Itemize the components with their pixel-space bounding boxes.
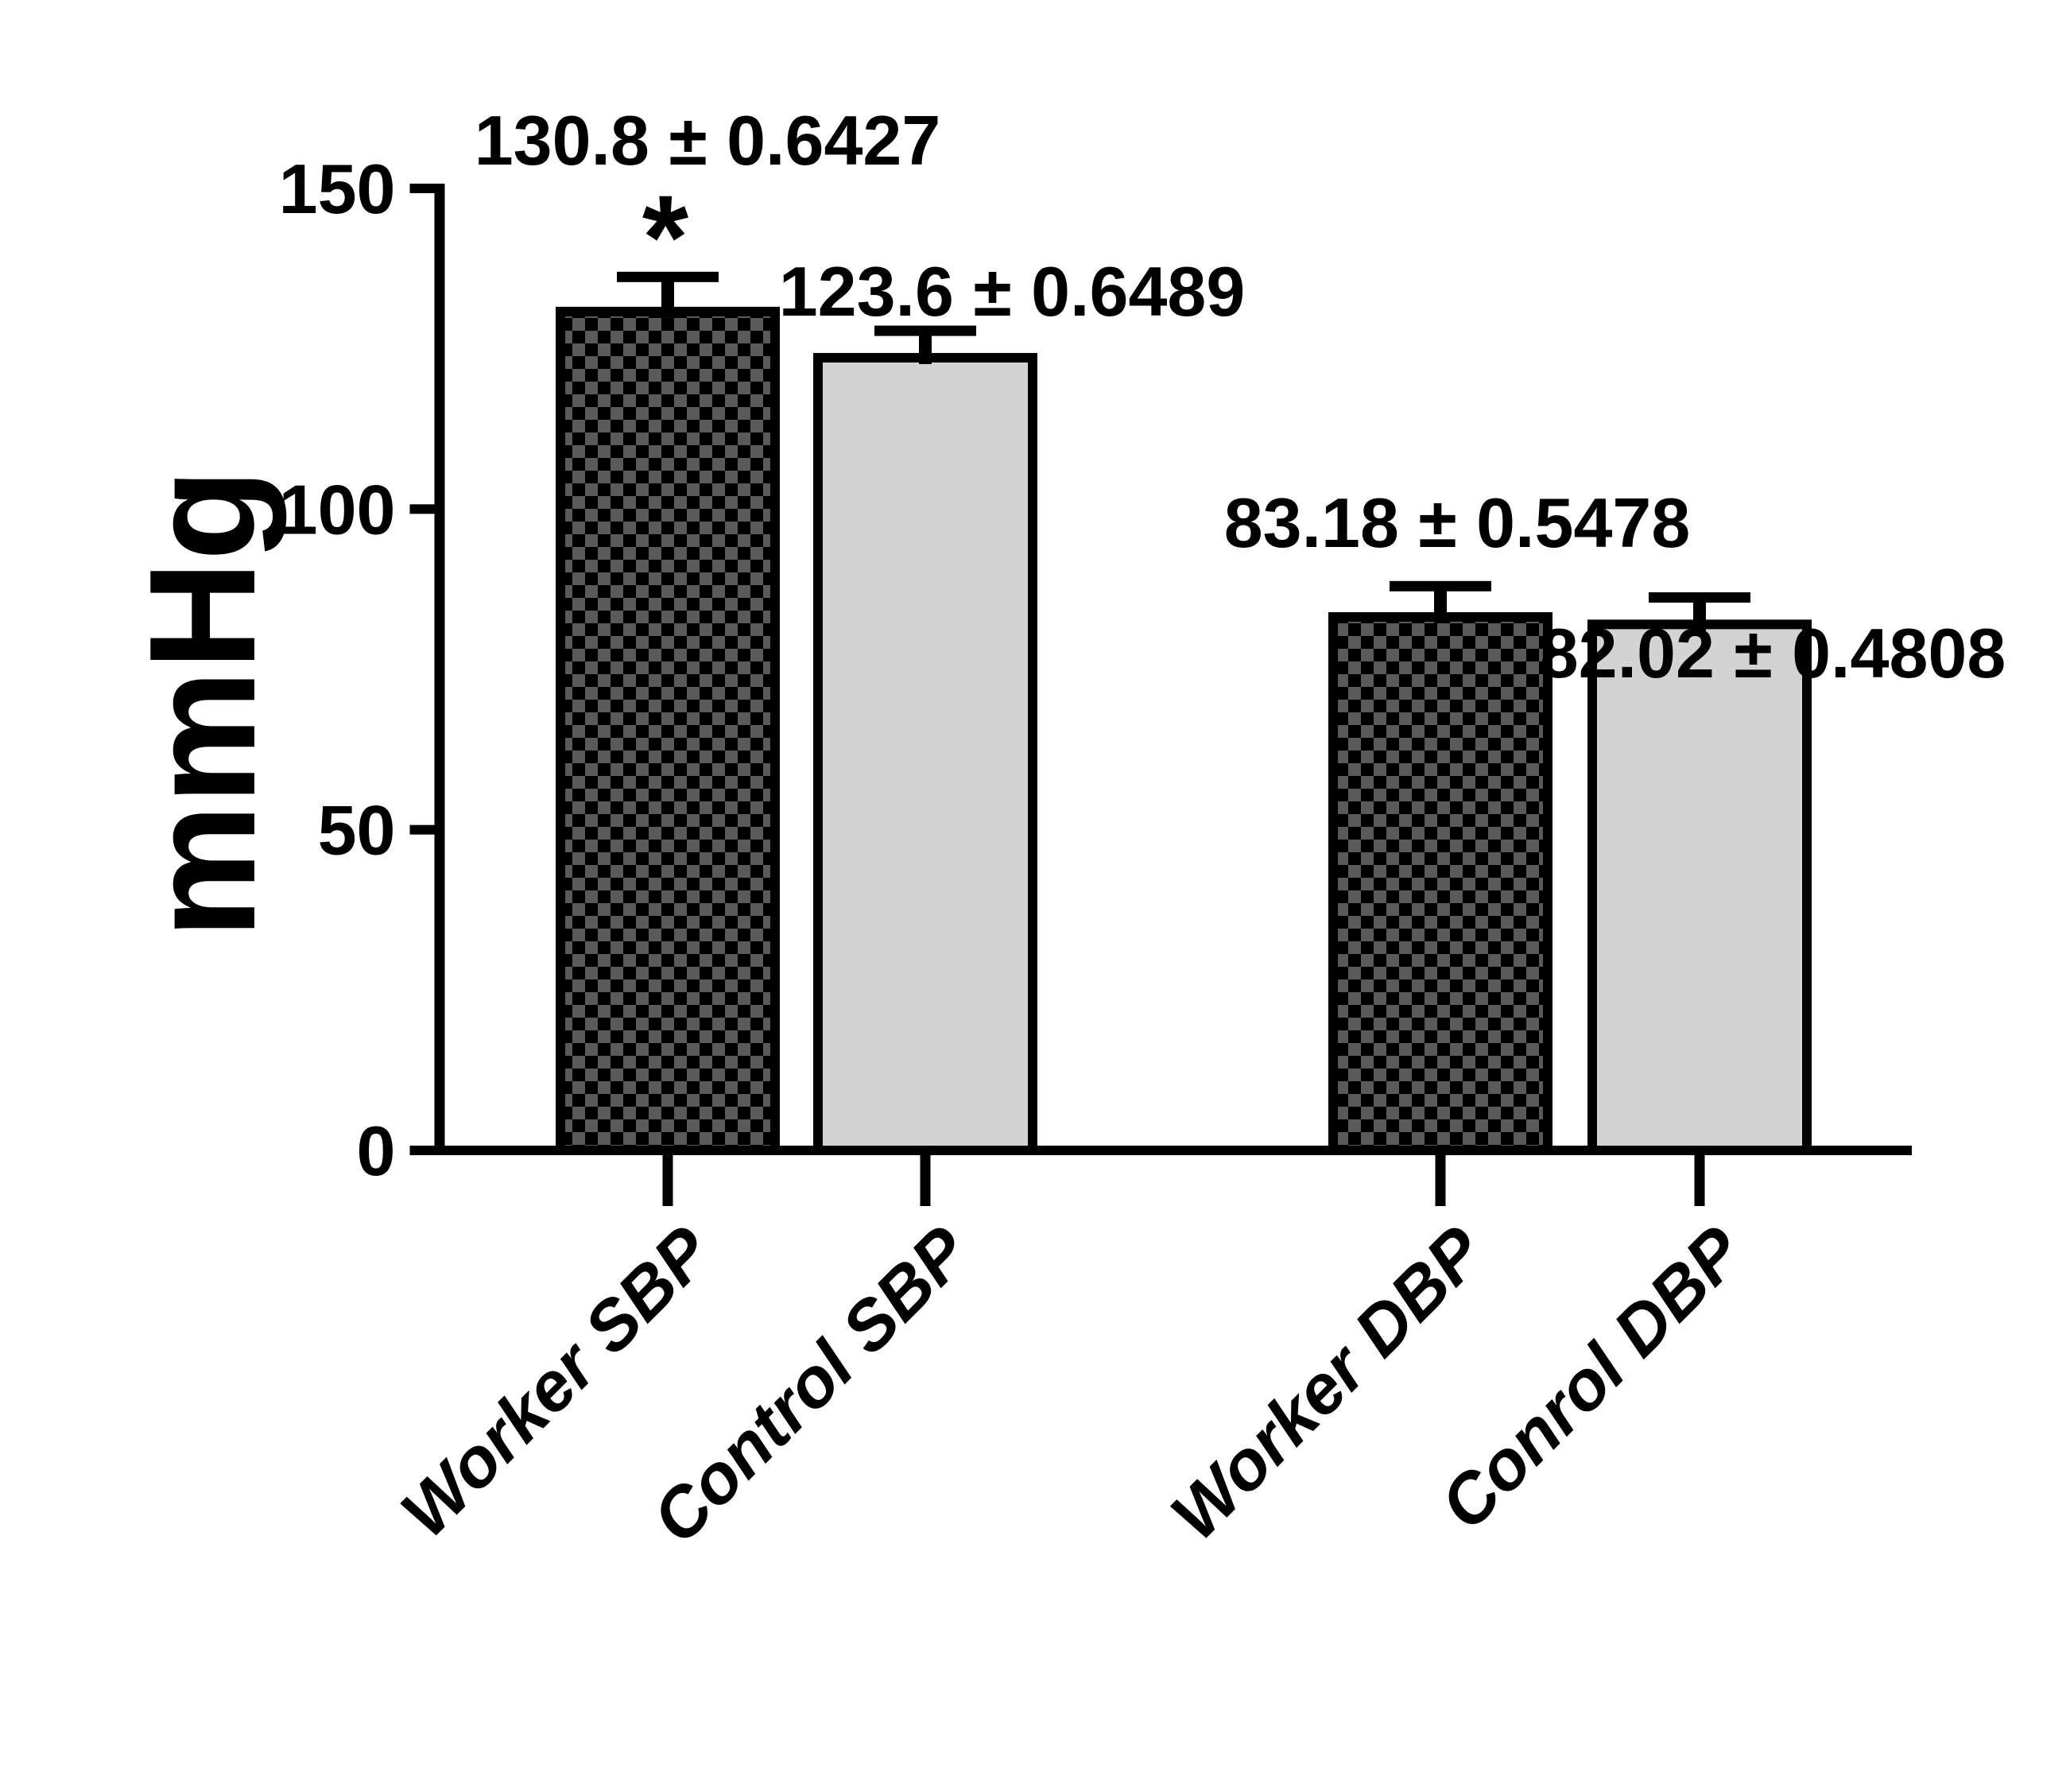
error-bar-cap [617,271,719,282]
x-axis-line [434,1146,1912,1155]
y-tick-label: 0 [357,1111,396,1190]
bar-conrol-dbp [1587,619,1812,1155]
ticks-layer [409,183,1705,1206]
error-bar-stem [1434,586,1447,624]
y-axis-line [434,184,445,1155]
error-bar-control-sbp [874,325,976,364]
error-bar-cap [1649,592,1750,603]
error-bar-stem [661,277,674,318]
error-bar-cap [874,325,976,336]
x-tick [920,1155,931,1206]
error-bars-layer [617,271,1750,631]
x-tick [1435,1155,1446,1206]
error-bar-conrol-dbp [1649,592,1750,631]
error-bar-stem [1693,597,1706,631]
annotations-layer: 130.8 ± 0.6427 123.6 ± 0.6489 83.18 ± 0.54… [475,101,2006,692]
y-tick [409,1146,435,1155]
bar-value-label-conrol-dbp: 82.02 ± 0.4808 [1540,614,2006,692]
error-bar-stem [919,331,932,364]
error-bar-worker-sbp [617,271,719,318]
x-tick [1694,1155,1705,1206]
y-tick [409,504,435,514]
significance-asterisk: * [642,170,689,304]
bar-value-label-control-sbp: 123.6 ± 0.6489 [779,252,1246,331]
y-tick [409,183,435,193]
y-tick [409,824,435,835]
bar-worker-sbp [556,306,780,1156]
y-tick-label: 100 [279,470,396,549]
y-tick-label: 50 [318,791,396,870]
bar-value-label-worker-dbp: 83.18 ± 0.5478 [1224,483,1691,562]
error-bar-cap [1390,580,1491,592]
axes-layer [434,184,1912,1155]
bars-layer [556,306,1812,1156]
y-axis-title: mmHg [118,468,287,938]
x-tick [662,1155,673,1206]
y-tick-label: 150 [279,149,396,228]
bar-control-sbp [813,352,1037,1155]
error-bar-worker-dbp [1390,580,1491,624]
bar-worker-dbp [1328,612,1552,1155]
bar-value-label-worker-sbp: 130.8 ± 0.6427 [475,101,941,180]
